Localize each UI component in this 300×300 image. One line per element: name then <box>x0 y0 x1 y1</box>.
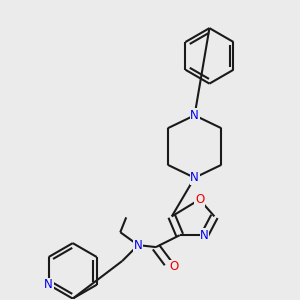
Text: N: N <box>190 171 199 184</box>
Text: N: N <box>44 278 53 291</box>
Text: N: N <box>190 109 199 122</box>
Text: O: O <box>195 193 204 206</box>
Text: O: O <box>169 260 178 273</box>
Text: N: N <box>134 238 142 252</box>
Text: N: N <box>200 229 209 242</box>
